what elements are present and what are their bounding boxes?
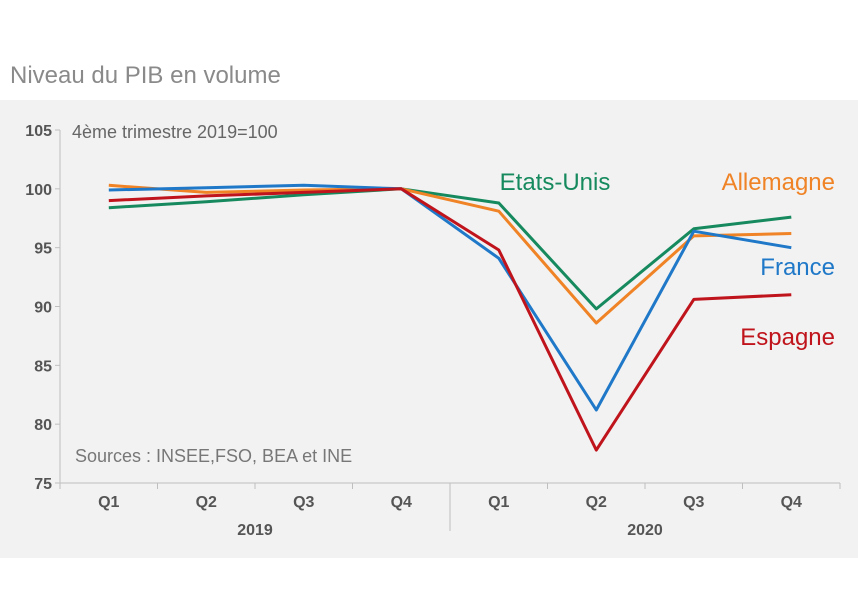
series-label-allemagne: Allemagne bbox=[722, 169, 835, 196]
y-tick-label: 100 bbox=[25, 182, 52, 199]
chart-panel: 75 80 85 90 95 100 105 Q1 Q2 Q3 Q4 Q1 Q2 Q3 Q4 2019 2020… bbox=[0, 100, 858, 558]
y-tick-label: 80 bbox=[34, 417, 52, 434]
series-label-espagne: Espagne bbox=[740, 324, 835, 351]
x-tick-label: Q2 bbox=[196, 494, 217, 511]
series-line-france bbox=[108, 183, 792, 412]
x-tick-label: Q3 bbox=[683, 494, 704, 511]
x-tick-label: Q1 bbox=[488, 494, 509, 511]
x-tick-label: Q2 bbox=[586, 494, 607, 511]
series-line-etats-unis bbox=[108, 187, 792, 311]
x-tick-label: Q3 bbox=[293, 494, 314, 511]
year-label: 2020 bbox=[627, 522, 663, 539]
series-label-france: France bbox=[760, 254, 835, 281]
y-tick-label: 90 bbox=[34, 300, 52, 317]
axes: 75 80 85 90 95 100 105 Q1 Q2 Q3 Q4 Q1 Q2 Q3 Q4 2019 2020 bbox=[25, 123, 841, 539]
year-label: 2019 bbox=[237, 522, 273, 539]
chart-subtitle: 4ème trimestre 2019=100 bbox=[72, 122, 278, 142]
series-line-allemagne bbox=[108, 183, 792, 325]
line-chart: 75 80 85 90 95 100 105 Q1 Q2 Q3 Q4 Q1 Q2 Q3 Q4 2019 2020… bbox=[25, 122, 841, 539]
x-tick-label: Q4 bbox=[781, 494, 802, 511]
chart-source: Sources : INSEE,FSO, BEA et INE bbox=[75, 446, 352, 466]
y-tick-label: 85 bbox=[34, 358, 52, 375]
x-tick-label: Q1 bbox=[98, 494, 119, 511]
y-tick-label: 95 bbox=[34, 241, 52, 258]
series-line-espagne bbox=[108, 187, 792, 452]
series-lines bbox=[108, 183, 792, 452]
x-tick-label: Q4 bbox=[391, 494, 412, 511]
series-labels: Etats-Unis Allemagne France Espagne bbox=[500, 169, 835, 351]
series-label-etats-unis: Etats-Unis bbox=[500, 169, 611, 196]
y-tick-label: 105 bbox=[25, 123, 52, 140]
y-tick-label: 75 bbox=[34, 476, 52, 493]
chart-title: Niveau du PIB en volume bbox=[10, 62, 281, 89]
